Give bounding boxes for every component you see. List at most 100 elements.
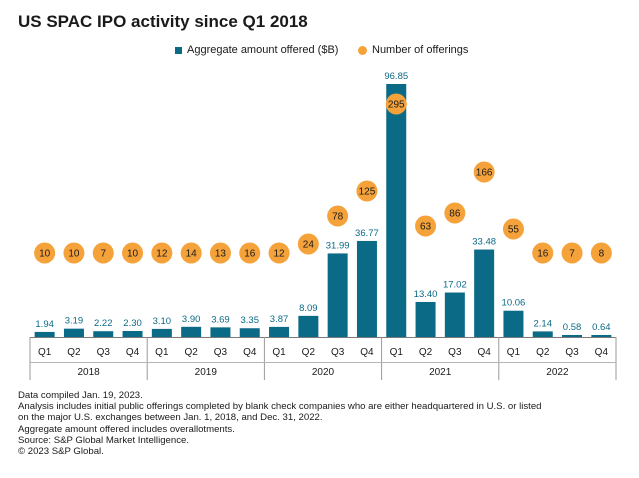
x-tick-label: Q4 xyxy=(595,347,609,358)
dot-value-label: 12 xyxy=(273,249,285,260)
dot xyxy=(473,161,495,183)
legend-swatch-bar xyxy=(175,46,182,54)
dot-value-label: 14 xyxy=(186,249,198,260)
notes: Data compiled Jan. 19, 2023. Analysis in… xyxy=(18,390,542,457)
chart-canvas: 1.94 10 Q1 3.19 10 Q2 2.22 7 Q3 2.30 10 Q4 3.10 12 Q1 3… xyxy=(29,71,617,380)
bar-value-label: 3.90 xyxy=(182,314,201,325)
dot xyxy=(356,180,378,202)
bar-value-label: 2.30 xyxy=(123,318,142,329)
dot-value-label: 10 xyxy=(127,249,139,260)
bar-value-label: 1.94 xyxy=(35,319,54,330)
year-label: 2020 xyxy=(312,367,335,378)
dot-value-label: 13 xyxy=(215,249,227,260)
bar xyxy=(474,249,495,337)
dot-value-label: 24 xyxy=(303,240,315,251)
dot xyxy=(327,205,349,227)
chart-title: US SPAC IPO activity since Q1 2018 xyxy=(18,12,308,31)
x-tick-label: Q4 xyxy=(243,347,257,358)
dot-value-label: 125 xyxy=(359,187,376,198)
bar-value-label: 0.58 xyxy=(563,322,582,333)
dot-value-label: 63 xyxy=(420,222,432,233)
dot xyxy=(180,242,202,264)
dot xyxy=(385,93,407,115)
bar-value-label: 2.14 xyxy=(534,318,553,329)
legend-label-count: Number of offerings xyxy=(372,44,469,56)
dot xyxy=(444,202,466,224)
dot xyxy=(297,233,319,255)
bar-value-label: 0.64 xyxy=(592,322,611,333)
dot-value-label: 78 xyxy=(332,212,344,223)
dot xyxy=(268,242,290,264)
bar-value-label: 36.77 xyxy=(355,228,379,239)
dot-value-label: 16 xyxy=(537,249,549,260)
bar-value-label: 3.35 xyxy=(241,315,260,326)
x-tick-label: Q3 xyxy=(565,347,579,358)
legend-label-amount: Aggregate amount offered ($B) xyxy=(187,44,339,56)
dot-value-label: 55 xyxy=(508,225,520,236)
bar-value-label: 17.02 xyxy=(443,280,467,291)
bar-value-label: 3.69 xyxy=(211,314,230,325)
bar xyxy=(269,326,290,337)
dot-value-label: 16 xyxy=(244,249,256,260)
bar xyxy=(415,301,436,337)
bar xyxy=(181,326,202,337)
bar-value-label: 10.06 xyxy=(502,298,526,309)
note-line: Aggregate amount offered includes overal… xyxy=(18,423,235,435)
legend: Aggregate amount offered ($B) Number of … xyxy=(0,44,639,60)
dot xyxy=(532,242,554,264)
x-tick-label: Q2 xyxy=(184,347,198,358)
dot xyxy=(502,218,524,240)
dot xyxy=(239,242,261,264)
year-label: 2019 xyxy=(195,367,218,378)
dot xyxy=(209,242,231,264)
dot-value-label: 8 xyxy=(599,249,605,260)
dot xyxy=(561,242,583,264)
bar-value-label: 3.19 xyxy=(65,316,84,327)
x-tick-label: Q2 xyxy=(302,347,316,358)
dot-value-label: 12 xyxy=(156,249,168,260)
x-tick-label: Q2 xyxy=(419,347,433,358)
dot xyxy=(415,215,437,237)
bar-value-label: 8.09 xyxy=(299,303,318,314)
bar-value-label: 2.22 xyxy=(94,318,113,329)
year-label: 2021 xyxy=(429,367,452,378)
bar xyxy=(210,327,231,337)
bar xyxy=(298,315,319,337)
dot xyxy=(63,242,85,264)
x-tick-label: Q2 xyxy=(67,347,81,358)
bar xyxy=(503,310,524,337)
dot xyxy=(590,242,612,264)
note-line: on the major U.S. exchanges between Jan.… xyxy=(18,412,323,424)
bar xyxy=(122,330,143,337)
x-tick-label: Q2 xyxy=(536,347,550,358)
legend-swatch-dot xyxy=(358,45,367,55)
note-line: © 2023 S&P Global. xyxy=(18,446,104,458)
x-tick-label: Q3 xyxy=(448,347,462,358)
bar xyxy=(93,331,114,337)
legend-item-count: Number of offerings xyxy=(358,44,468,56)
x-tick-label: Q4 xyxy=(477,347,491,358)
x-tick-label: Q4 xyxy=(360,347,374,358)
bar xyxy=(532,331,553,337)
dot-value-label: 86 xyxy=(449,209,461,220)
x-tick-label: Q1 xyxy=(155,347,169,358)
bar-value-label: 33.48 xyxy=(472,237,496,248)
bar xyxy=(151,328,172,337)
dot-value-label: 166 xyxy=(476,168,493,179)
bar-value-label: 31.99 xyxy=(326,240,350,251)
legend-item-amount: Aggregate amount offered ($B) xyxy=(175,44,338,56)
bar xyxy=(444,292,465,337)
bar xyxy=(327,253,348,337)
dot xyxy=(92,242,114,264)
note-line: Analysis includes initial public offerin… xyxy=(18,401,542,413)
bar-value-label: 96.85 xyxy=(384,71,408,82)
bar-value-label: 13.40 xyxy=(414,289,438,300)
dot-value-label: 295 xyxy=(388,100,405,111)
note-line: Data compiled Jan. 19, 2023. xyxy=(18,390,143,401)
dot xyxy=(151,242,173,264)
dot-value-label: 7 xyxy=(100,249,106,260)
dot xyxy=(122,242,144,264)
bar xyxy=(34,331,55,337)
bar xyxy=(63,328,84,337)
dot xyxy=(34,242,56,264)
